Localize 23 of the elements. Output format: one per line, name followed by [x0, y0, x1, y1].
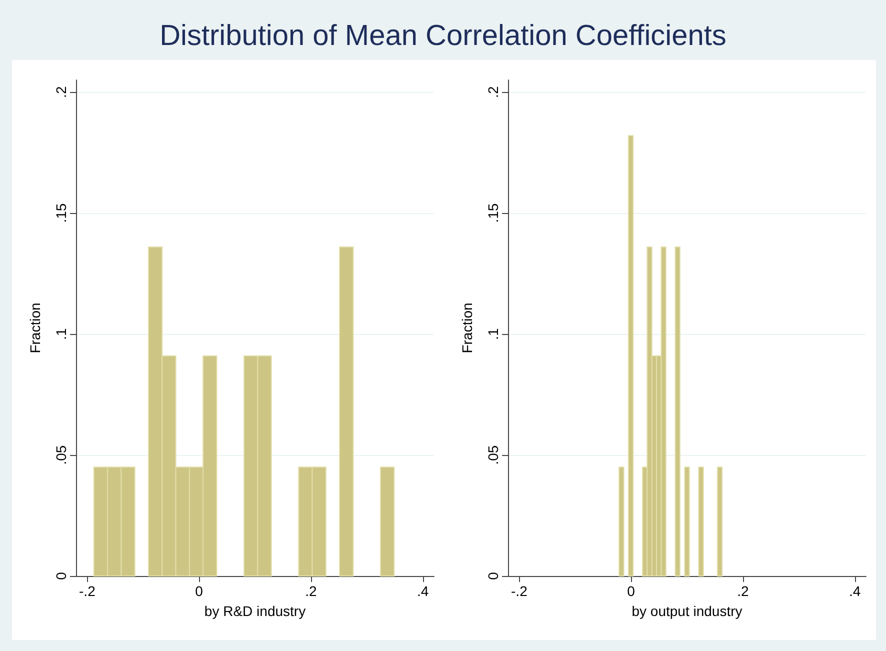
x-tick-label: .4 [416, 583, 429, 599]
y-tick-label: 0 [485, 572, 501, 580]
x-axis-title: by R&D industry [204, 603, 306, 619]
x-tick-label: .2 [737, 583, 749, 599]
x-axis-title: by output industry [632, 603, 742, 619]
y-tick-label: .1 [485, 328, 501, 340]
y-tick-label: .1 [53, 328, 69, 340]
y-tick-label: 0 [53, 572, 69, 580]
y-tick-label: .15 [485, 203, 501, 223]
x-tick-label: 0 [195, 583, 204, 599]
x-tick-label: -.2 [511, 583, 528, 599]
chart-title: Distribution of Mean Correlation Coefficients [158, 20, 728, 53]
y-axis-title: Fraction [459, 302, 475, 354]
y-tick-label: .05 [485, 445, 501, 465]
x-tick-label: -.2 [79, 583, 96, 599]
y-tick-label: .2 [485, 86, 501, 98]
y-tick-label: .05 [53, 445, 69, 465]
y-tick-label: .15 [53, 203, 69, 223]
y-tick-label: .2 [53, 86, 69, 98]
x-tick-label: 0 [627, 583, 636, 599]
x-tick-label: .4 [848, 583, 861, 599]
x-tick-label: .2 [305, 583, 317, 599]
y-axis-title: Fraction [27, 302, 43, 354]
